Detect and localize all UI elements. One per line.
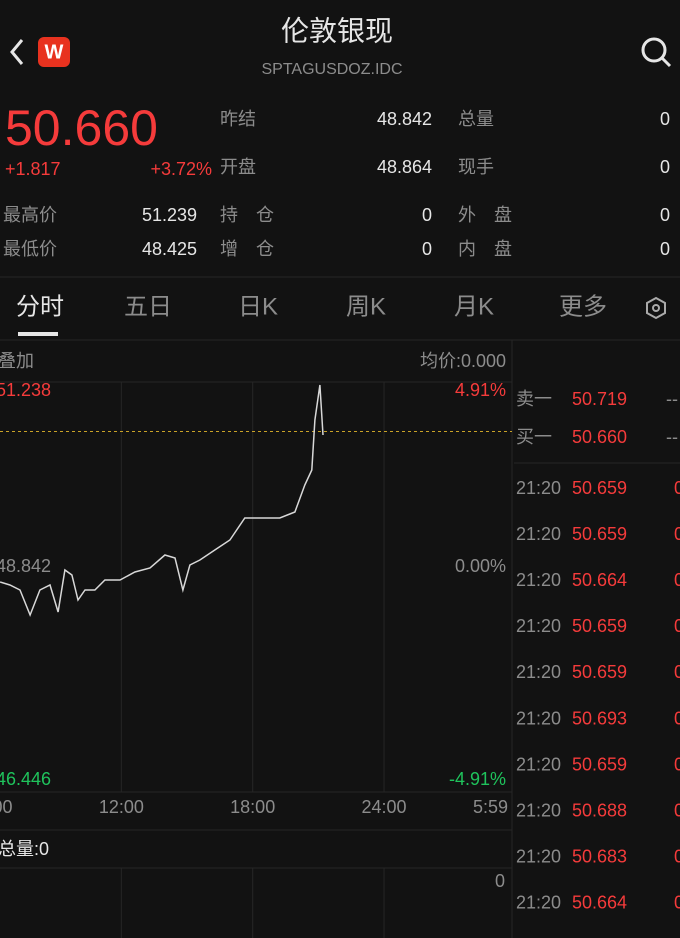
stat-label: 最高价 [3, 205, 57, 225]
stat-label: 持 仓 [220, 205, 274, 225]
stat-value: 48.864 [377, 157, 432, 177]
app-badge [38, 37, 70, 67]
trade-price: 50.664 [572, 893, 627, 913]
trade-price: 50.659 [572, 662, 627, 682]
trade-price: 50.659 [572, 754, 627, 774]
trade-time: 21:20 [516, 847, 561, 867]
pct-label: 4.91% [455, 380, 506, 400]
stat-value: 0 [422, 205, 432, 225]
stat-value: 0 [660, 157, 670, 177]
book-price: 50.660 [572, 427, 627, 447]
stat-value: 48.425 [142, 239, 197, 259]
trade-price: 50.659 [572, 478, 627, 498]
trade-time: 21:20 [516, 662, 561, 682]
trade-price: 50.659 [572, 616, 627, 636]
trade-time: 21:20 [516, 616, 561, 636]
badge-text: W [45, 41, 64, 63]
trade-price: 50.688 [572, 800, 627, 820]
pct-label: 0.00% [455, 556, 506, 576]
trade-time: 21:20 [516, 478, 561, 498]
tab[interactable]: 五日 [124, 293, 172, 320]
trade-size: 0 [674, 662, 680, 682]
change: +1.817 [5, 159, 61, 179]
tab[interactable]: 日K [238, 293, 278, 320]
book-size: -- [666, 427, 678, 447]
trade-size: 0 [674, 893, 680, 913]
x-tick-label: 5:59 [473, 797, 508, 817]
trade-price: 50.693 [572, 708, 627, 728]
y-tick-label: 48.842 [0, 556, 51, 576]
overlay-button[interactable]: 叠加 [0, 351, 34, 371]
trade-size: 0 [674, 754, 680, 774]
trade-time: 21:20 [516, 708, 561, 728]
trade-time: 21:20 [516, 893, 561, 913]
trade-price: 50.659 [572, 524, 627, 544]
pct-label: -4.91% [449, 769, 506, 789]
stat-label: 现手 [458, 157, 494, 177]
stat-label: 增 仓 [220, 239, 274, 259]
change-pct: +3.72% [150, 159, 212, 179]
x-tick-label: 24:00 [362, 797, 407, 817]
stat-label: 内 盘 [458, 239, 512, 259]
x-tick-label: 18:00 [230, 797, 275, 817]
tab[interactable]: 月K [454, 293, 494, 320]
trade-size: 0 [674, 847, 680, 867]
stat-label: 开盘 [220, 157, 256, 177]
price: 50.660 [5, 100, 158, 156]
stat-value: 0 [660, 239, 670, 259]
stat-label: 最低价 [3, 239, 57, 259]
settings-button[interactable] [646, 296, 666, 320]
stat-value: 0 [660, 109, 670, 129]
book-price: 50.719 [572, 389, 627, 409]
trade-size: 0 [674, 708, 680, 728]
tab-underline [18, 332, 58, 336]
x-tick-label: 06:00 [0, 797, 13, 817]
trade-price: 50.683 [572, 847, 627, 867]
trade-size: 0 [674, 478, 680, 498]
y-tick-label: 46.446 [0, 769, 51, 789]
trade-price: 50.664 [572, 570, 627, 590]
stat-value: 0 [660, 205, 670, 225]
search-button[interactable] [641, 37, 672, 68]
subtitle: SPTAGUSDOZ.IDC [261, 61, 402, 78]
trade-size: 0 [674, 616, 680, 636]
trade-size: 0 [674, 524, 680, 544]
price-line [0, 384, 324, 618]
back-button[interactable] [10, 39, 24, 65]
volume-total: 总量:0 [0, 839, 49, 859]
stat-label: 外 盘 [458, 205, 512, 225]
avg-price: 均价:0.000 [420, 351, 506, 371]
tab[interactable]: 更多 [559, 293, 607, 320]
book-size: -- [666, 389, 678, 409]
tab[interactable]: 周K [346, 293, 386, 320]
trade-time: 21:20 [516, 800, 561, 820]
y-tick-label: 51.238 [0, 380, 51, 400]
stat-value: 48.842 [377, 109, 432, 129]
title: 伦敦银现 [281, 15, 393, 46]
trade-size: 0 [674, 570, 680, 590]
trade-time: 21:20 [516, 570, 561, 590]
book-side: 买一 [516, 427, 552, 447]
tab[interactable]: 分时 [16, 293, 64, 320]
trade-size: 0 [674, 800, 680, 820]
stat-label: 昨结 [220, 109, 256, 129]
x-tick-label: 12:00 [99, 797, 144, 817]
stat-label: 总量 [458, 109, 494, 129]
book-side: 卖一 [516, 389, 552, 409]
trade-time: 21:20 [516, 524, 561, 544]
stat-value: 51.239 [142, 205, 197, 225]
settings-dot [652, 304, 660, 312]
volume-tick: 0 [495, 871, 505, 891]
trade-time: 21:20 [516, 754, 561, 774]
stat-value: 0 [422, 239, 432, 259]
